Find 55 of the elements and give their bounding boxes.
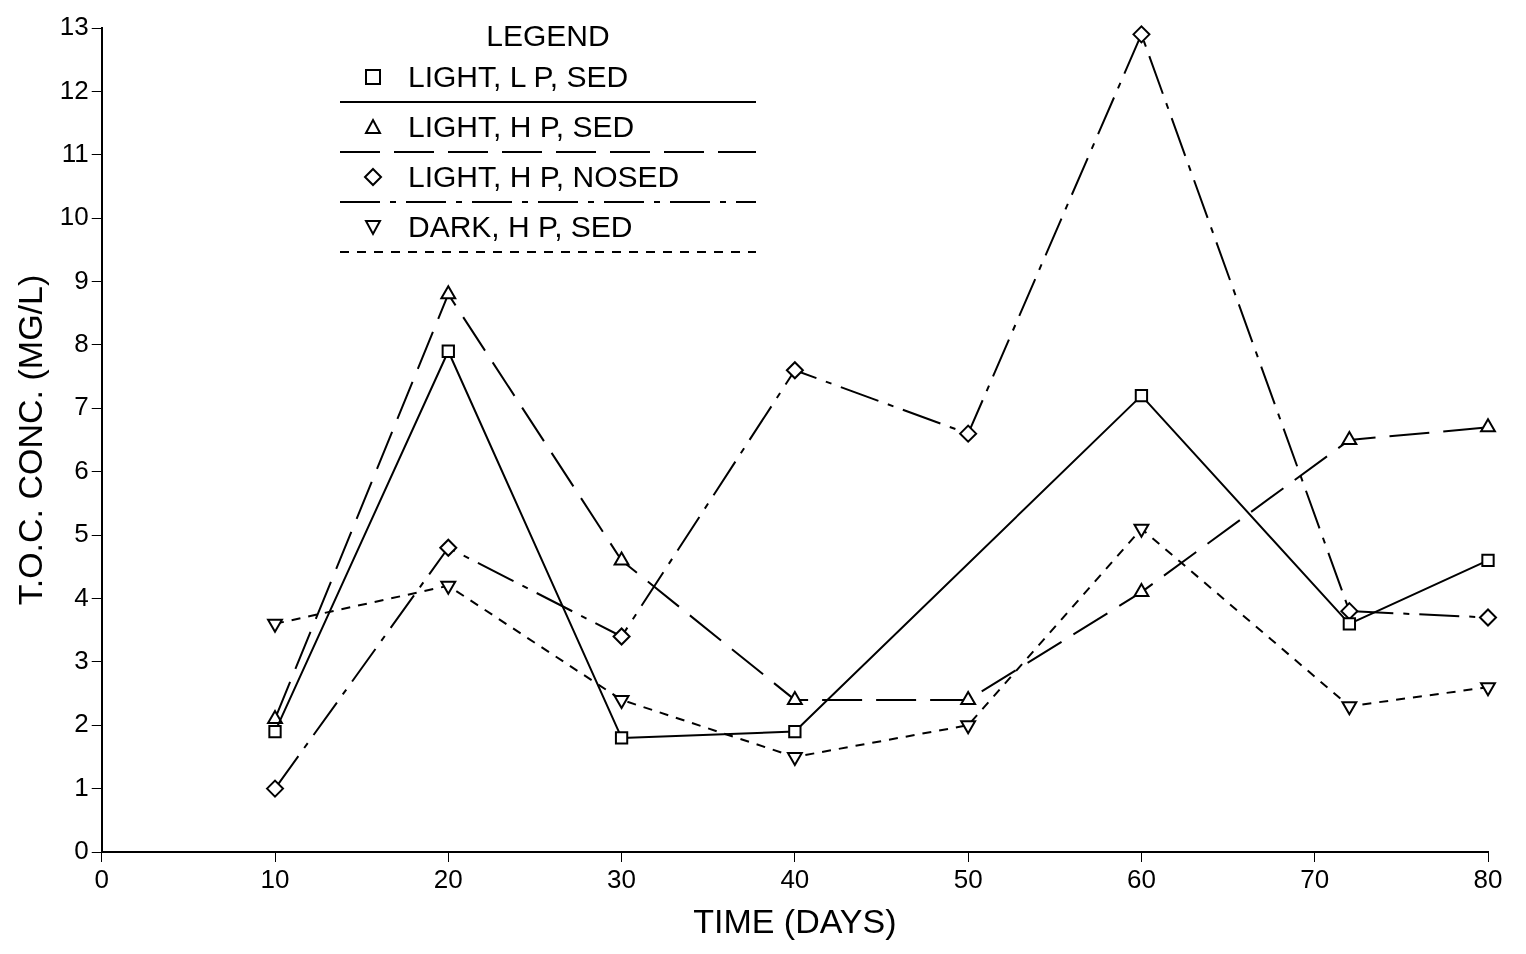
point bbox=[614, 731, 629, 745]
x-tick-label: 20 bbox=[433, 863, 463, 894]
point bbox=[440, 285, 457, 300]
legend-title: LEGEND bbox=[485, 18, 611, 54]
legend-label: LIGHT, H P, NOSED bbox=[408, 160, 680, 194]
legend-label: LIGHT, H P, SED bbox=[408, 110, 635, 144]
y-tick-label: 5 bbox=[74, 518, 89, 549]
point bbox=[1341, 701, 1358, 716]
point bbox=[959, 424, 978, 443]
legend-label: LIGHT, L P, SED bbox=[408, 60, 629, 94]
y-tick-label: 3 bbox=[74, 645, 89, 676]
point bbox=[441, 344, 455, 358]
y-tick-label: 9 bbox=[74, 264, 89, 295]
y-tick-label: 7 bbox=[74, 391, 89, 422]
point bbox=[1342, 617, 1357, 631]
y-tick-label: 8 bbox=[74, 328, 89, 359]
point bbox=[612, 627, 631, 646]
point bbox=[613, 694, 630, 709]
point bbox=[440, 580, 457, 595]
y-tick-label: 13 bbox=[59, 11, 89, 42]
y-tick-label: 11 bbox=[61, 137, 89, 168]
point bbox=[1133, 523, 1150, 538]
point bbox=[267, 618, 283, 633]
y-tick-label: 12 bbox=[59, 74, 89, 105]
x-tick-label: 30 bbox=[607, 863, 637, 894]
y-tick-label: 10 bbox=[59, 201, 89, 232]
y-tick-label: 0 bbox=[74, 835, 89, 866]
y-tick-label: 4 bbox=[74, 581, 89, 612]
x-tick-label: 80 bbox=[1473, 863, 1503, 894]
point bbox=[268, 724, 282, 739]
x-tick-label: 40 bbox=[780, 863, 810, 894]
point bbox=[1480, 682, 1496, 697]
point bbox=[1480, 418, 1496, 433]
y-tick-label: 1 bbox=[74, 771, 89, 802]
point bbox=[1481, 553, 1495, 568]
y-tick-label: 2 bbox=[74, 708, 89, 739]
legend-label: DARK, H P, SED bbox=[408, 210, 633, 244]
x-tick-label: 70 bbox=[1300, 863, 1330, 894]
point bbox=[785, 361, 804, 380]
x-tick-label: 0 bbox=[94, 863, 109, 894]
point bbox=[786, 751, 803, 766]
y-tick-label: 6 bbox=[74, 454, 89, 485]
point bbox=[439, 538, 458, 557]
point bbox=[1479, 608, 1497, 627]
x-tick-label: 10 bbox=[260, 863, 290, 894]
point bbox=[960, 720, 977, 735]
point bbox=[1134, 388, 1149, 403]
point bbox=[788, 724, 802, 739]
x-tick-label: 50 bbox=[953, 863, 983, 894]
x-tick-label: 60 bbox=[1126, 863, 1156, 894]
x-axis-title: TIME (DAYS) bbox=[693, 901, 897, 940]
point bbox=[1132, 25, 1151, 44]
point bbox=[1341, 431, 1358, 445]
y-axis-title: T.O.C. CONC. (MG/L) bbox=[10, 274, 49, 606]
point bbox=[266, 779, 285, 798]
